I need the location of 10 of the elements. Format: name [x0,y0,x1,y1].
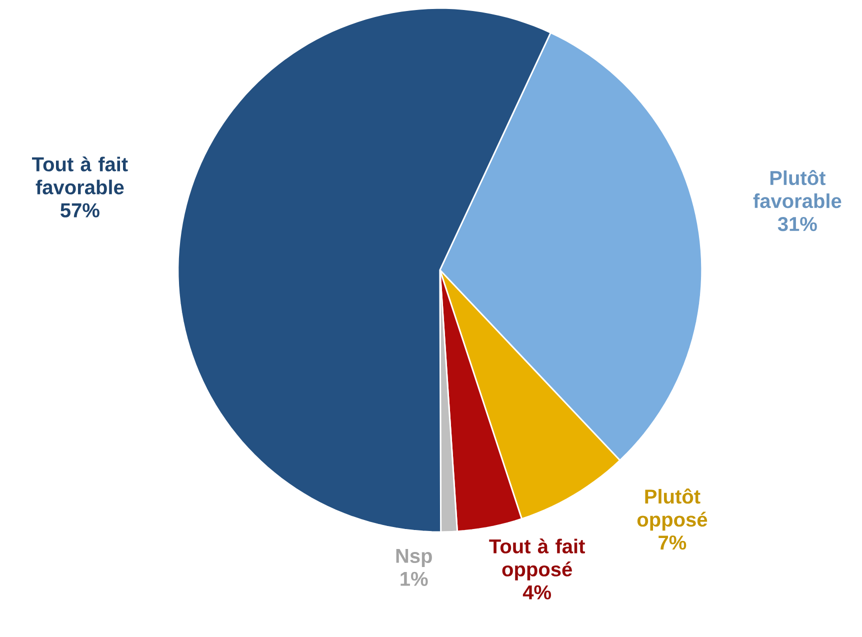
data-label: 7% [658,536,686,550]
slice-label: Plutôt opposé [637,488,708,531]
slice-label: Nsp [396,549,432,567]
slice-label: Tout à fait favorable [32,156,128,194]
data-label: 57% [60,203,100,218]
data-label: 4% [522,585,551,600]
data-label: 1% [400,572,428,586]
slice-label: Plutôt favorable [753,170,842,208]
slice-label: Tout à fait opposé [489,538,585,580]
data-label: 31% [778,216,817,232]
